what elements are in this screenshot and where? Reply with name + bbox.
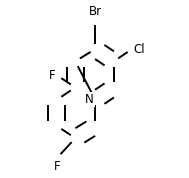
Text: Br: Br bbox=[89, 5, 102, 18]
Text: F: F bbox=[49, 69, 55, 82]
Text: Cl: Cl bbox=[134, 43, 145, 56]
Text: N: N bbox=[85, 93, 94, 106]
Text: F: F bbox=[53, 160, 60, 173]
